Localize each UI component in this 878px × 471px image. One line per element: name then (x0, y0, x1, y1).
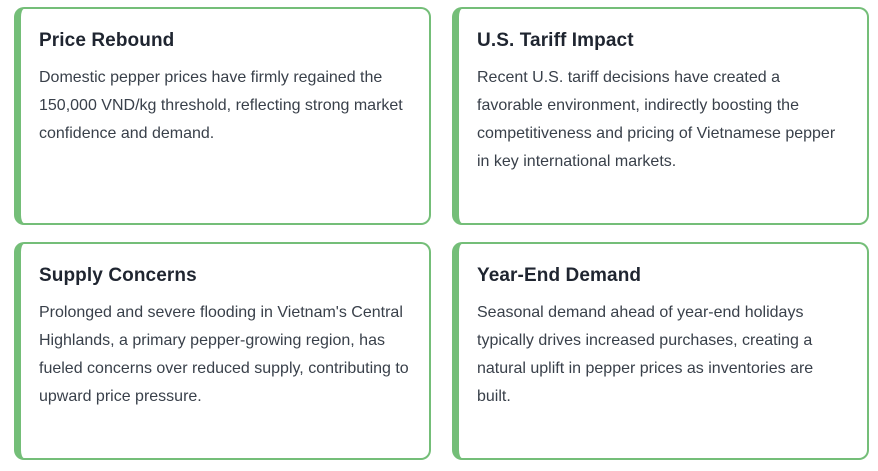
card-body-us-tariff-impact: Recent U.S. tariff decisions have create… (477, 69, 836, 170)
card-supply-concerns: Supply Concerns Prolonged and severe flo… (14, 242, 431, 460)
card-title-supply-concerns: Supply Concerns (39, 265, 197, 286)
card-year-end-demand: Year-End Demand Seasonal demand ahead of… (452, 242, 869, 460)
card-body-year-end-demand: Seasonal demand ahead of year-end holida… (477, 304, 814, 405)
card-title-price-rebound: Price Rebound (39, 30, 175, 51)
card-price-rebound: Price Rebound Domestic pepper prices hav… (14, 7, 431, 225)
card-body-supply-concerns: Prolonged and severe flooding in Vietnam… (39, 304, 409, 405)
card-title-us-tariff-impact: U.S. Tariff Impact (477, 30, 634, 51)
card-title-year-end-demand: Year-End Demand (477, 265, 642, 286)
card-body-price-rebound: Domestic pepper prices have firmly regai… (39, 69, 403, 142)
card-us-tariff-impact: U.S. Tariff Impact Recent U.S. tariff de… (452, 7, 869, 225)
